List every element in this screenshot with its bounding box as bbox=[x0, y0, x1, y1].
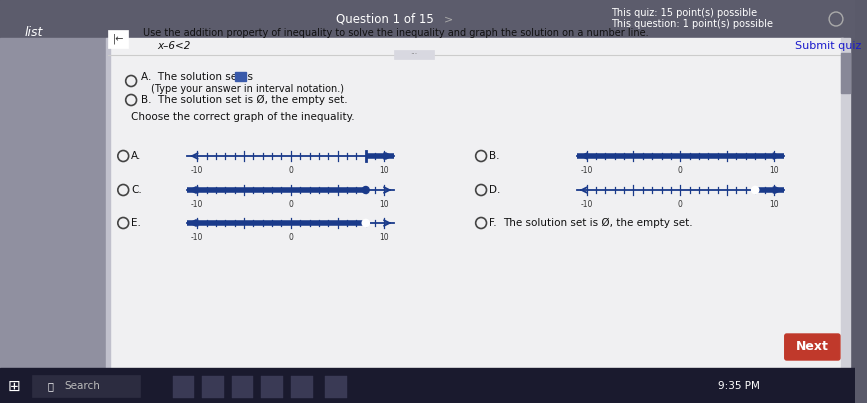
Text: 10: 10 bbox=[380, 200, 389, 209]
Text: 10: 10 bbox=[380, 166, 389, 175]
Text: |←: |← bbox=[113, 34, 124, 44]
Text: 0: 0 bbox=[289, 200, 293, 209]
Bar bbox=[108, 30, 128, 48]
Text: 0: 0 bbox=[289, 166, 293, 175]
Bar bbox=[394, 50, 434, 59]
Text: E.: E. bbox=[131, 218, 141, 228]
Bar bbox=[841, 38, 850, 368]
Text: D.: D. bbox=[489, 185, 500, 195]
Text: -10: -10 bbox=[191, 200, 204, 209]
Bar bbox=[0, 368, 855, 403]
Text: 10: 10 bbox=[380, 233, 389, 242]
Text: 0: 0 bbox=[289, 233, 293, 242]
Text: Next: Next bbox=[796, 341, 829, 353]
Text: Choose the correct graph of the inequality.: Choose the correct graph of the inequali… bbox=[131, 112, 355, 122]
Text: -10: -10 bbox=[580, 200, 593, 209]
Text: (Type your answer in interval notation.): (Type your answer in interval notation.) bbox=[151, 84, 344, 94]
Text: C.: C. bbox=[131, 185, 142, 195]
Text: Submit quiz: Submit quiz bbox=[795, 41, 861, 51]
Text: -10: -10 bbox=[191, 233, 204, 242]
Bar bbox=[0, 38, 108, 368]
Circle shape bbox=[362, 187, 369, 193]
Text: The solution set is Ø, the empty set.: The solution set is Ø, the empty set. bbox=[503, 218, 693, 228]
Text: x–6<2: x–6<2 bbox=[158, 41, 191, 51]
Bar bbox=[108, 38, 843, 368]
Text: ⊞: ⊞ bbox=[8, 378, 20, 393]
Text: >: > bbox=[444, 14, 453, 24]
Text: F.: F. bbox=[489, 218, 497, 228]
Text: 0: 0 bbox=[678, 200, 682, 209]
Text: A.: A. bbox=[131, 151, 141, 161]
Text: 10: 10 bbox=[769, 200, 779, 209]
FancyBboxPatch shape bbox=[785, 334, 840, 360]
Text: B.  The solution set is Ø, the empty set.: B. The solution set is Ø, the empty set. bbox=[141, 95, 348, 105]
Bar bbox=[202, 376, 224, 398]
Circle shape bbox=[362, 220, 369, 226]
Circle shape bbox=[752, 187, 759, 193]
Text: 🔍: 🔍 bbox=[48, 381, 53, 391]
Text: -10: -10 bbox=[191, 166, 204, 175]
Text: B.: B. bbox=[489, 151, 499, 161]
Text: list: list bbox=[24, 27, 43, 39]
Text: This quiz: 15 point(s) possible: This quiz: 15 point(s) possible bbox=[611, 8, 758, 18]
Text: 9:35 PM: 9:35 PM bbox=[719, 381, 760, 391]
Text: 0: 0 bbox=[678, 166, 682, 175]
Bar bbox=[841, 53, 850, 93]
Text: Search: Search bbox=[64, 381, 100, 391]
Text: ···: ··· bbox=[410, 50, 418, 59]
Text: This question: 1 point(s) possible: This question: 1 point(s) possible bbox=[611, 19, 773, 29]
Bar bbox=[290, 376, 312, 398]
Text: A.  The solution set is: A. The solution set is bbox=[141, 72, 253, 82]
Bar bbox=[0, 0, 855, 38]
Text: 10: 10 bbox=[769, 166, 779, 175]
Bar bbox=[173, 376, 194, 398]
Text: Use the addition property of inequality to solve the inequality and graph the so: Use the addition property of inequality … bbox=[143, 28, 649, 38]
Bar bbox=[325, 376, 347, 398]
Bar bbox=[31, 375, 140, 397]
Bar bbox=[261, 376, 283, 398]
Text: Question 1 of 15: Question 1 of 15 bbox=[336, 12, 434, 25]
Bar bbox=[231, 376, 253, 398]
Bar bbox=[107, 38, 110, 368]
Text: -10: -10 bbox=[580, 166, 593, 175]
Bar bbox=[235, 72, 246, 81]
